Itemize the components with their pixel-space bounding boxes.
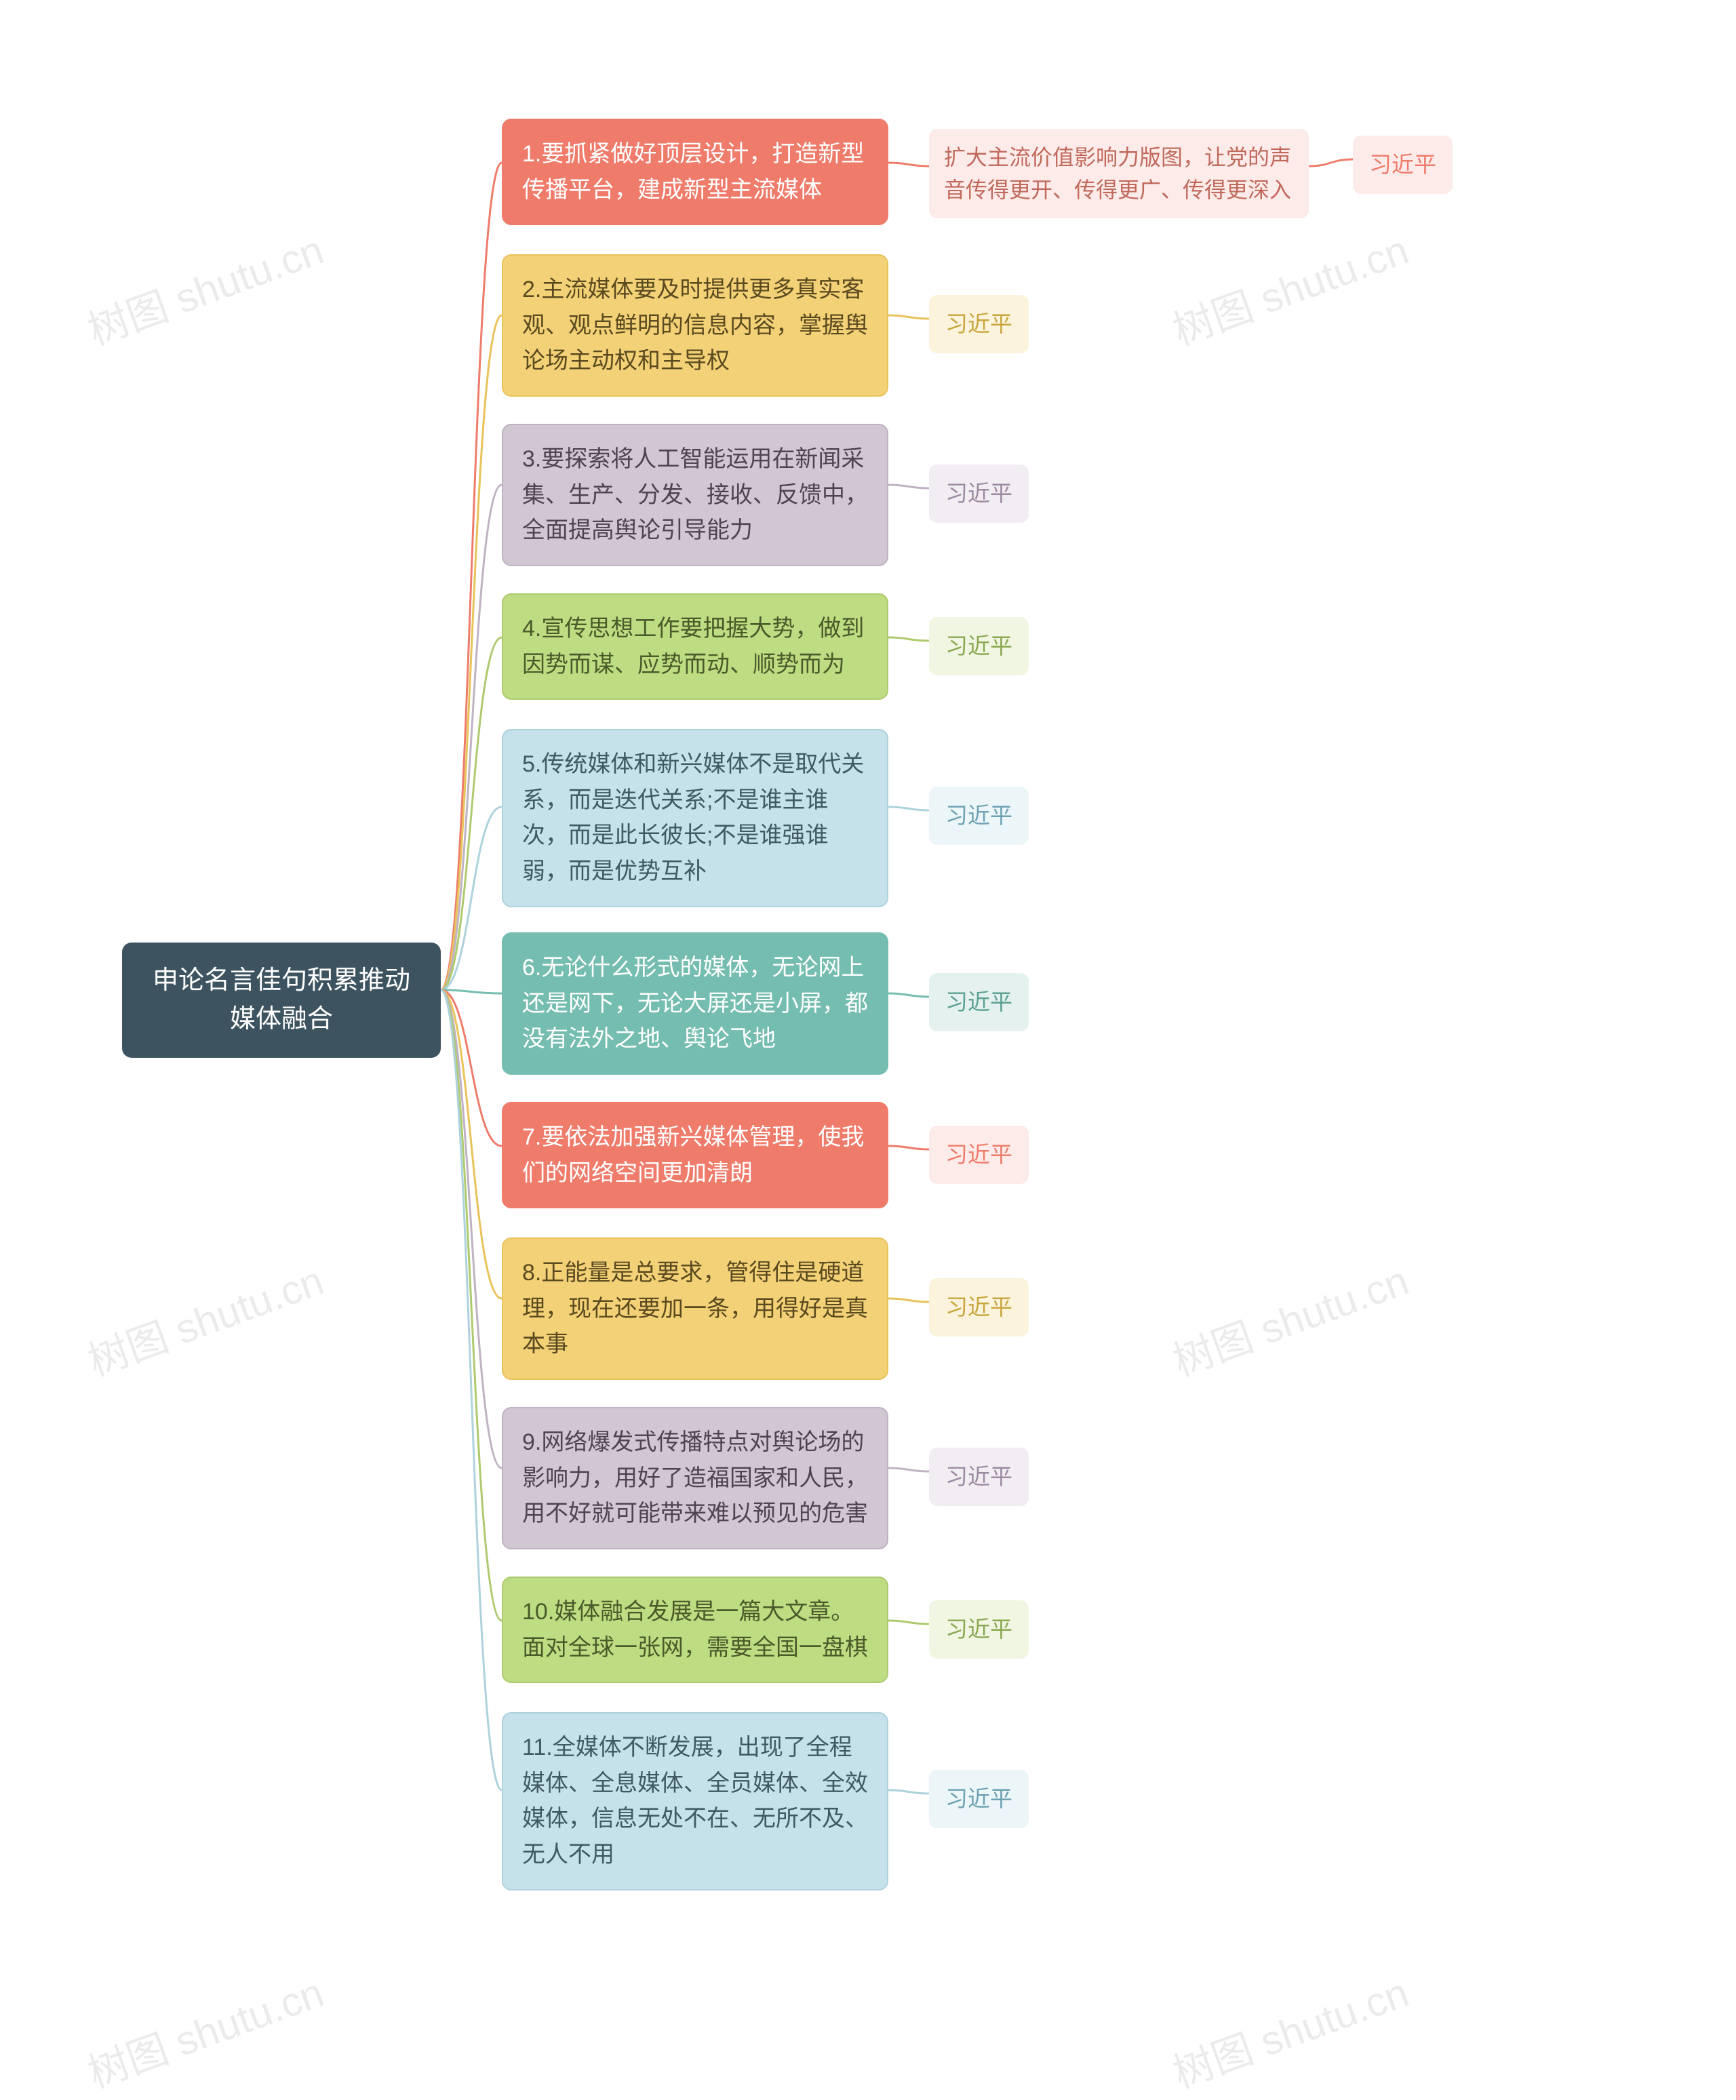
branch-text: 5.传统媒体和新兴媒体不是取代关系，而是迭代关系;不是谁主谁次，而是此长彼长;不… bbox=[522, 751, 864, 884]
branch-node-2[interactable]: 2.主流媒体要及时提供更多真实客观、观点鲜明的信息内容，掌握舆论场主动权和主导权 bbox=[502, 254, 888, 397]
author-text: 习近平 bbox=[945, 633, 1012, 658]
author-text: 习近平 bbox=[945, 1142, 1012, 1167]
branch-text: 9.网络爆发式传播特点对舆论场的影响力，用好了造福国家和人民，用不好就可能带来难… bbox=[522, 1429, 868, 1526]
branch-node-9[interactable]: 9.网络爆发式传播特点对舆论场的影响力，用好了造福国家和人民，用不好就可能带来难… bbox=[502, 1407, 888, 1549]
detail-node-1[interactable]: 扩大主流价值影响力版图，让党的声音传得更开、传得更广、传得更深入 bbox=[929, 129, 1309, 218]
author-node-3[interactable]: 习近平 bbox=[929, 464, 1029, 523]
branch-text: 1.要抓紧做好顶层设计，打造新型传播平台，建成新型主流媒体 bbox=[522, 141, 864, 203]
branch-node-3[interactable]: 3.要探索将人工智能运用在新闻采集、生产、分发、接收、反馈中，全面提高舆论引导能… bbox=[502, 424, 888, 566]
branch-node-6[interactable]: 6.无论什么形式的媒体，无论网上还是网下，无论大屏还是小屏，都没有法外之地、舆论… bbox=[502, 932, 888, 1075]
branch-node-8[interactable]: 8.正能量是总要求，管得住是硬道理，现在还要加一条，用得好是真本事 bbox=[502, 1237, 888, 1380]
branch-node-5[interactable]: 5.传统媒体和新兴媒体不是取代关系，而是迭代关系;不是谁主谁次，而是此长彼长;不… bbox=[502, 729, 888, 907]
watermark: 树图 shutu.cn bbox=[79, 217, 330, 357]
author-node-6[interactable]: 习近平 bbox=[929, 973, 1029, 1031]
author-text: 习近平 bbox=[945, 1786, 1012, 1811]
branch-text: 2.主流媒体要及时提供更多真实客观、观点鲜明的信息内容，掌握舆论场主动权和主导权 bbox=[522, 277, 868, 374]
watermark: 树图 shutu.cn bbox=[1164, 217, 1415, 357]
branch-node-1[interactable]: 1.要抓紧做好顶层设计，打造新型传播平台，建成新型主流媒体 bbox=[502, 119, 888, 225]
branch-text: 7.要依法加强新兴媒体管理，使我们的网络空间更加清朗 bbox=[522, 1124, 864, 1186]
author-text: 习近平 bbox=[945, 311, 1012, 336]
branch-text: 4.宣传思想工作要把握大势，做到因势而谋、应势而动、顺势而为 bbox=[522, 616, 864, 677]
watermark: 树图 shutu.cn bbox=[1164, 1960, 1415, 2099]
branch-text: 6.无论什么形式的媒体，无论网上还是网下，无论大屏还是小屏，都没有法外之地、舆论… bbox=[522, 955, 868, 1052]
author-text: 习近平 bbox=[1369, 152, 1436, 177]
author-text: 习近平 bbox=[945, 803, 1012, 828]
branch-text: 10.媒体融合发展是一篇大文章。面对全球一张网，需要全国一盘棋 bbox=[522, 1599, 868, 1661]
author-node-5[interactable]: 习近平 bbox=[929, 787, 1029, 845]
watermark: 树图 shutu.cn bbox=[79, 1960, 330, 2099]
mindmap-canvas: 树图 shutu.cn 树图 shutu.cn 树图 shutu.cn 树图 shut… bbox=[0, 0, 1736, 2056]
author-text: 习近平 bbox=[945, 1617, 1012, 1642]
author-text: 习近平 bbox=[945, 481, 1012, 506]
watermark: 树图 shutu.cn bbox=[1164, 1248, 1415, 1387]
author-node-7[interactable]: 习近平 bbox=[929, 1126, 1029, 1184]
root-node[interactable]: 申论名言佳句积累推动媒体融合 bbox=[122, 943, 441, 1058]
branch-text: 11.全媒体不断发展，出现了全程媒体、全息媒体、全员媒体、全效媒体，信息无处不在… bbox=[522, 1735, 868, 1867]
author-text: 习近平 bbox=[945, 1464, 1012, 1489]
watermark: 树图 shutu.cn bbox=[79, 1248, 330, 1387]
author-node-10[interactable]: 习近平 bbox=[929, 1600, 1029, 1659]
branch-node-4[interactable]: 4.宣传思想工作要把握大势，做到因势而谋、应势而动、顺势而为 bbox=[502, 593, 888, 700]
branch-node-7[interactable]: 7.要依法加强新兴媒体管理，使我们的网络空间更加清朗 bbox=[502, 1102, 888, 1208]
author-text: 习近平 bbox=[945, 989, 1012, 1014]
author-node-8[interactable]: 习近平 bbox=[929, 1278, 1029, 1336]
author-node-2[interactable]: 习近平 bbox=[929, 295, 1029, 353]
branch-text: 8.正能量是总要求，管得住是硬道理，现在还要加一条，用得好是真本事 bbox=[522, 1260, 868, 1357]
branch-node-11[interactable]: 11.全媒体不断发展，出现了全程媒体、全息媒体、全员媒体、全效媒体，信息无处不在… bbox=[502, 1712, 888, 1890]
branch-text: 3.要探索将人工智能运用在新闻采集、生产、分发、接收、反馈中，全面提高舆论引导能… bbox=[522, 446, 868, 543]
root-text: 申论名言佳句积累推动媒体融合 bbox=[153, 966, 410, 1033]
author-node-4[interactable]: 习近平 bbox=[929, 617, 1029, 675]
author-text: 习近平 bbox=[945, 1294, 1012, 1320]
branch-node-10[interactable]: 10.媒体融合发展是一篇大文章。面对全球一张网，需要全国一盘棋 bbox=[502, 1577, 888, 1683]
author-node-1[interactable]: 习近平 bbox=[1353, 136, 1453, 194]
author-node-11[interactable]: 习近平 bbox=[929, 1770, 1029, 1828]
detail-text: 扩大主流价值影响力版图，让党的声音传得更开、传得更广、传得更深入 bbox=[944, 145, 1291, 202]
author-node-9[interactable]: 习近平 bbox=[929, 1448, 1029, 1506]
